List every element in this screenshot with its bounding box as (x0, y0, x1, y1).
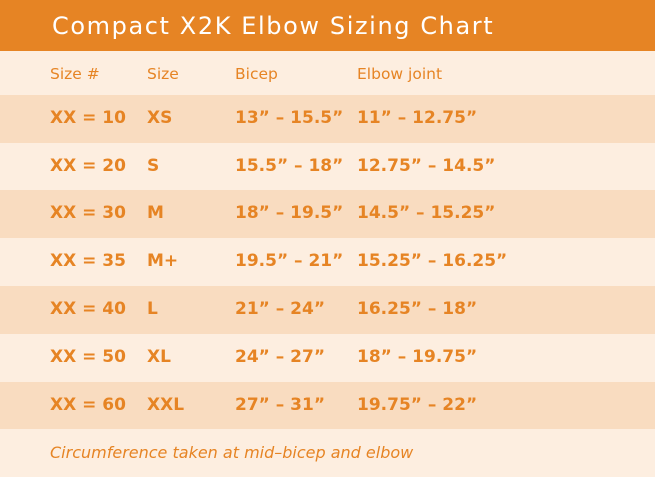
elbow-joint-cell: 14.5” – 15.25” (357, 203, 496, 223)
size-number-cell: XX = 40 (50, 299, 126, 319)
bicep-cell: 21” – 24” (235, 299, 325, 319)
column-header-elbow-joint: Elbow joint (357, 65, 443, 83)
size-number-cell: XX = 50 (50, 347, 126, 367)
size-cell: XL (147, 347, 171, 367)
table-row: XX = 10 XS 13” – 15.5” 11” – 12.75” (0, 95, 655, 143)
table-row: XX = 20 S 15.5” – 18” 12.75” – 14.5” (0, 143, 655, 190)
size-cell: M+ (147, 251, 179, 271)
table-row: XX = 50 XL 24” – 27” 18” – 19.75” (0, 334, 655, 382)
size-cell: L (147, 299, 158, 319)
size-number-cell: XX = 10 (50, 108, 126, 128)
elbow-joint-cell: 16.25” – 18” (357, 299, 478, 319)
bicep-cell: 13” – 15.5” (235, 108, 344, 128)
column-header-row: Size # Size Bicep Elbow joint (0, 51, 655, 95)
column-header-size: Size (147, 65, 179, 83)
size-number-cell: XX = 20 (50, 156, 126, 176)
bicep-cell: 24” – 27” (235, 347, 325, 367)
table-row: XX = 60 XXL 27” – 31” 19.75” – 22” (0, 382, 655, 429)
size-cell: M (147, 203, 164, 223)
size-number-cell: XX = 35 (50, 251, 126, 271)
table-row: XX = 30 M 18” – 19.5” 14.5” – 15.25” (0, 190, 655, 238)
table-row: XX = 35 M+ 19.5” – 21” 15.25” – 16.25” (0, 238, 655, 286)
bicep-cell: 19.5” – 21” (235, 251, 344, 271)
elbow-joint-cell: 12.75” – 14.5” (357, 156, 496, 176)
elbow-joint-cell: 18” – 19.75” (357, 347, 478, 367)
elbow-joint-cell: 19.75” – 22” (357, 395, 478, 415)
size-number-cell: XX = 30 (50, 203, 126, 223)
column-header-bicep: Bicep (235, 65, 278, 83)
elbow-joint-cell: 11” – 12.75” (357, 108, 478, 128)
bicep-cell: 15.5” – 18” (235, 156, 344, 176)
chart-header: Compact X2K Elbow Sizing Chart (0, 0, 655, 51)
size-cell: XS (147, 108, 173, 128)
column-header-size-number: Size # (50, 65, 100, 83)
size-cell: XXL (147, 395, 185, 415)
bicep-cell: 27” – 31” (235, 395, 325, 415)
bicep-cell: 18” – 19.5” (235, 203, 344, 223)
elbow-joint-cell: 15.25” – 16.25” (357, 251, 508, 271)
footnote: Circumference taken at mid–bicep and elb… (50, 443, 414, 462)
size-cell: S (147, 156, 160, 176)
chart-title: Compact X2K Elbow Sizing Chart (52, 12, 495, 40)
table-row: XX = 40 L 21” – 24” 16.25” – 18” (0, 286, 655, 334)
size-number-cell: XX = 60 (50, 395, 126, 415)
